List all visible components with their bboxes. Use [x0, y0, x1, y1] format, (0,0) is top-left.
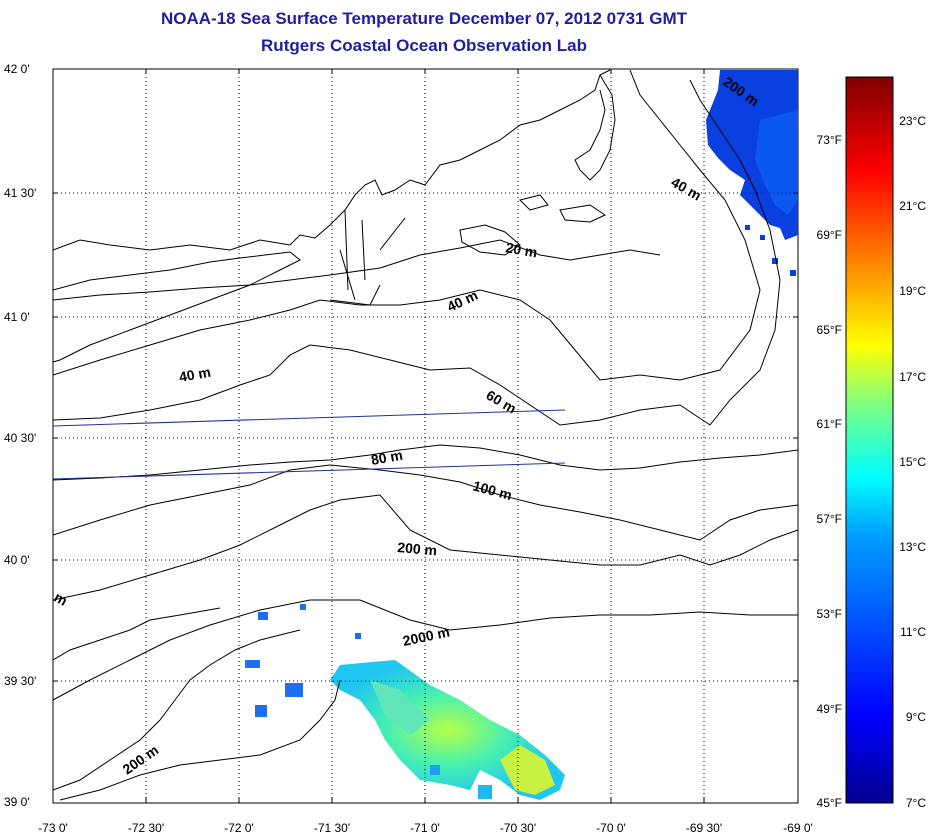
sst-patch-south [245, 604, 565, 800]
depth-label: 80 m [370, 447, 404, 468]
colorbar-f-label: 53°F [817, 607, 842, 621]
lon-tick: -69 30' [686, 821, 722, 835]
colorbar-fahrenheit-labels: 73°F 69°F 65°F 61°F 57°F 53°F 49°F 45°F [817, 133, 842, 810]
lat-axis: 42 0' 41 30' 41 0' 40 30' 40 0' 39 30' 3… [4, 62, 36, 809]
colorbar-celsius-labels: 23°C 21°C 19°C 17°C 15°C 13°C 11°C 9°C 7… [899, 114, 926, 810]
islands [459, 194, 607, 256]
colorbar-f-label: 49°F [817, 702, 842, 716]
colorbar-c-label: 13°C [899, 540, 926, 554]
transect-lines [52, 409, 566, 480]
lon-tick: -73 0' [38, 821, 68, 835]
cape-cod [574, 74, 616, 181]
lat-tick: 40 30' [4, 431, 36, 445]
colorbar [845, 76, 894, 804]
contour-80m [53, 444, 798, 481]
lat-tick: 39 30' [4, 674, 36, 688]
lon-tick: -71 30' [314, 821, 350, 835]
contour-shelf-edge [53, 607, 221, 661]
lon-tick: -70 30' [500, 821, 536, 835]
colorbar-c-label: 15°C [899, 455, 926, 469]
colorbar-c-label: 21°C [899, 199, 926, 213]
sst-pixels [245, 70, 798, 800]
colorbar-c-label: 9°C [906, 710, 926, 724]
coastline [53, 69, 611, 251]
graticule [53, 69, 798, 803]
contour-20m [53, 239, 661, 301]
depth-label: 40 m [178, 364, 212, 385]
lon-tick: -72 0' [224, 821, 254, 835]
bathymetry-contours [53, 69, 798, 801]
colorbar-c-label: 23°C [899, 114, 926, 128]
colorbar-f-label: 61°F [817, 417, 842, 431]
lat-tick: 41 30' [4, 186, 36, 200]
colorbar-f-label: 45°F [817, 796, 842, 810]
colorbar-c-label: 11°C [900, 625, 926, 639]
lat-tick-marks [53, 192, 798, 682]
contour-60m [53, 79, 781, 426]
depth-label: 20 m [504, 239, 538, 260]
sst-patch-northeast [706, 70, 798, 276]
lat-tick: 41 0' [4, 310, 30, 324]
lon-tick: -72 30' [128, 821, 164, 835]
colorbar-f-label: 65°F [817, 323, 842, 337]
lon-tick-marks [145, 69, 705, 803]
lon-axis: -73 0' -72 30' -72 0' -71 30' -71 0' -70… [38, 821, 813, 835]
lon-tick: -69 0' [783, 821, 813, 835]
contour-40m-north [53, 69, 761, 381]
colorbar-c-label: 7°C [906, 796, 926, 810]
map-title: NOAA-18 Sea Surface Temperature December… [161, 9, 687, 28]
contour-deep-south [59, 679, 341, 801]
long-island [53, 251, 301, 363]
lat-tick: 39 0' [4, 795, 30, 809]
lon-tick: -71 0' [410, 821, 440, 835]
depth-label: 200 m [397, 539, 438, 558]
bay-lines [329, 209, 406, 306]
colorbar-c-label: 19°C [899, 284, 926, 298]
colorbar-c-label: 17°C [899, 370, 926, 384]
colorbar-f-label: 73°F [817, 133, 842, 147]
contour-2000m [53, 599, 798, 701]
colorbar-f-label: 69°F [817, 228, 842, 242]
lon-tick: -70 0' [596, 821, 626, 835]
contour-100m [53, 464, 798, 541]
contour-200m [53, 494, 798, 601]
lat-tick: 42 0' [4, 62, 30, 76]
map-subtitle: Rutgers Coastal Ocean Observation Lab [261, 36, 587, 55]
contour-200m-south [53, 629, 301, 791]
colorbar-f-label: 57°F [817, 512, 842, 526]
lat-tick: 40 0' [4, 553, 30, 567]
